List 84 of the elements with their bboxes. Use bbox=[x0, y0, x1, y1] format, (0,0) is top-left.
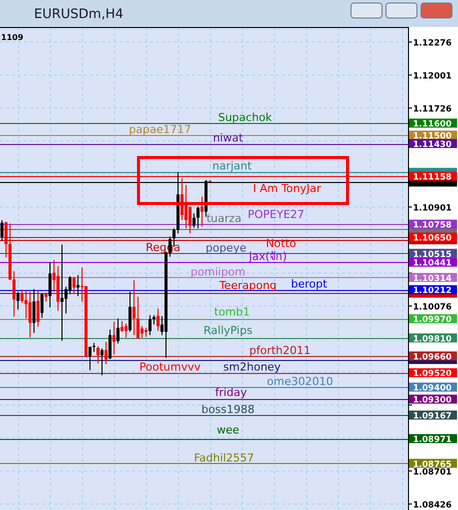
y-tick-label: 1.09660 bbox=[413, 352, 452, 362]
title: EURUSDm,H4 bbox=[34, 7, 124, 22]
candlestick bbox=[32, 288, 36, 334]
candlestick bbox=[156, 308, 160, 332]
ref-label: Supachok bbox=[218, 111, 272, 124]
candlestick bbox=[24, 290, 28, 319]
candlestick bbox=[72, 276, 76, 295]
candlestick bbox=[60, 244, 64, 342]
candlestick bbox=[196, 206, 200, 229]
ref-label: boss1988 bbox=[201, 403, 255, 416]
y-tick-label: 1.09810 bbox=[413, 334, 452, 344]
ref-label: jax(จัก) bbox=[249, 250, 287, 264]
candlestick bbox=[68, 276, 72, 295]
candlestick bbox=[120, 320, 124, 332]
ref-label: tuarza bbox=[206, 212, 242, 226]
candlestick bbox=[4, 221, 8, 258]
ref-label: Teerapong bbox=[219, 279, 277, 292]
ref-label: POPEYE27 bbox=[248, 208, 304, 222]
y-tick-label: 1.09970 bbox=[413, 315, 452, 326]
y-tick-label: 1.10076 bbox=[413, 302, 452, 312]
candlestick bbox=[108, 329, 112, 360]
ref-label: wee bbox=[216, 424, 240, 437]
y-tick-label: 1.11600 bbox=[413, 120, 452, 130]
candlestick bbox=[76, 274, 80, 297]
ref-label: Fadhil2557 bbox=[194, 451, 254, 464]
candlestick bbox=[104, 341, 108, 365]
candlestick bbox=[36, 290, 40, 328]
ref-label: papae1717 bbox=[128, 123, 192, 136]
annotation: 1109 bbox=[1, 33, 24, 42]
y-tick-label: 1.11726 bbox=[413, 104, 452, 114]
ref-label: pforth2011 bbox=[249, 344, 311, 357]
candlestick bbox=[112, 321, 116, 355]
candlestick bbox=[48, 262, 52, 308]
ref-label: beropt bbox=[290, 278, 328, 291]
y-tick-label: 1.10758 bbox=[413, 220, 452, 231]
candlestick bbox=[12, 270, 16, 318]
y-tick-label: 1.09300 bbox=[413, 396, 452, 406]
y-tick-label: 1.09520 bbox=[413, 369, 452, 380]
candlestick bbox=[136, 296, 140, 340]
candlestick bbox=[192, 212, 196, 228]
candlestick bbox=[188, 206, 192, 234]
ref-label: ome302010 bbox=[266, 375, 334, 388]
candlestick bbox=[200, 196, 204, 228]
candlestick bbox=[132, 280, 136, 336]
ref-label: sm2honey bbox=[223, 360, 281, 374]
candlestick bbox=[28, 291, 32, 338]
candlestick bbox=[100, 348, 104, 376]
ref-label: RallyPips bbox=[204, 324, 252, 337]
ref-label: Pootumvvv bbox=[139, 360, 201, 374]
ref-label: pomiipom bbox=[190, 265, 246, 278]
candlestick bbox=[116, 318, 120, 344]
y-tick-label: 1.10901 bbox=[413, 204, 452, 214]
candlestick bbox=[96, 346, 100, 364]
ref-label: friday bbox=[215, 386, 247, 400]
ref-label: I Am TonyJar bbox=[252, 182, 322, 196]
y-tick-label: 1.11500 bbox=[413, 132, 452, 142]
y-tick-label: 1.09167 bbox=[413, 412, 452, 422]
y-tick-label: 1.11430 bbox=[413, 140, 452, 150]
y-tick-label: 1.12276 bbox=[413, 38, 452, 48]
candlestick bbox=[152, 314, 156, 325]
ref-label: narjant bbox=[212, 159, 252, 172]
y-tick-label: 1.10441 bbox=[413, 258, 452, 269]
y-tick-label: 1.10212 bbox=[413, 286, 452, 296]
y-tick-label: 1.08701 bbox=[413, 468, 452, 478]
y-tick-label: 1.09400 bbox=[413, 384, 452, 394]
candlestick bbox=[124, 323, 128, 338]
y-tick-label: 1.11158 bbox=[413, 172, 452, 183]
y-tick-label: 1.10314 bbox=[413, 274, 452, 284]
y-tick-label: 1.08971 bbox=[413, 435, 452, 446]
y-tick-label: 1.10650 bbox=[413, 234, 452, 244]
y-tick-label: 1.10515 bbox=[413, 250, 452, 260]
candlestick bbox=[88, 346, 92, 371]
ref-label: Notto bbox=[266, 237, 296, 250]
ref-label: tomb1 bbox=[214, 306, 250, 319]
candlestick bbox=[148, 314, 152, 336]
candlestick bbox=[20, 288, 24, 304]
candlestick bbox=[16, 291, 20, 310]
ref-label: popeye bbox=[206, 241, 246, 254]
candlestick bbox=[40, 293, 44, 318]
y-tick-label: 1.12001 bbox=[413, 72, 452, 82]
y-tick-label: 1.08426 bbox=[413, 500, 452, 510]
candlestick bbox=[128, 291, 132, 332]
candlestick bbox=[184, 184, 188, 229]
candlestick bbox=[0, 220, 4, 242]
